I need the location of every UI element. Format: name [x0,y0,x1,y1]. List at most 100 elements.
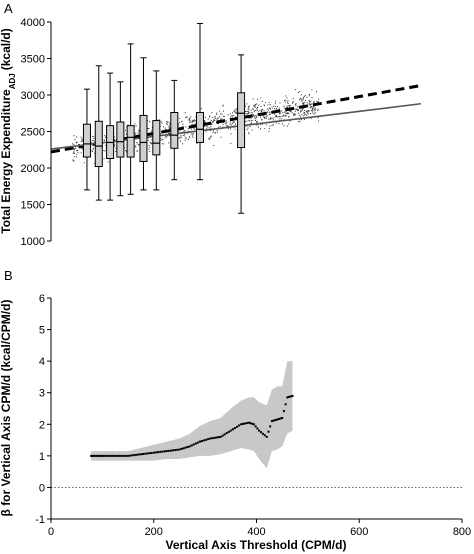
beta-point [109,454,112,457]
scatter-point [219,116,221,118]
scatter-point [304,109,305,111]
scatter-point [180,137,182,139]
scatter-point [217,117,219,119]
scatter-point [72,160,74,162]
scatter-point [312,108,314,110]
beta-point [118,454,121,457]
beta-point [265,435,268,438]
scatter-point [308,110,310,112]
scatter-point [166,121,168,123]
scatter-point [206,128,208,130]
scatter-point [190,128,192,130]
scatter-point [266,108,268,110]
beta-point [196,441,199,444]
scatter-point [168,128,170,130]
scatter-point [297,112,299,114]
scatter-point [303,103,305,105]
scatter-point [209,137,211,139]
scatter-point [75,156,77,158]
scatter-point [298,120,300,122]
scatter-point [295,108,297,110]
scatter-point [309,104,311,106]
beta-point [101,454,104,457]
scatter-point [203,120,205,122]
scatter-point [264,116,266,118]
beta-point [203,439,206,442]
beta-point [146,452,149,455]
box-plot [126,43,135,195]
scatter-point [270,108,271,110]
scatter-point [268,107,270,109]
scatter-point [310,117,312,119]
scatter-point [114,144,115,146]
scatter-point [178,131,180,133]
scatter-point [302,109,303,111]
scatter-point [136,150,138,152]
scatter-point [193,120,194,122]
scatter-point [295,114,297,116]
scatter-point [264,105,266,107]
scatter-point [78,143,79,145]
scatter-point [279,113,281,115]
scatter-point [306,114,308,116]
scatter-point [125,129,126,131]
scatter-point [314,111,316,113]
scatter-point [256,122,257,124]
beta-point [270,420,273,423]
scatter-point [234,128,236,130]
scatter-point [255,103,257,105]
scatter-point [222,105,224,107]
scatter-point [220,136,222,138]
beta-point [205,438,208,441]
scatter-point [292,102,294,104]
beta-point [137,453,140,456]
scatter-point [105,144,107,146]
scatter-point [103,139,105,141]
beta-point [165,450,168,453]
scatter-point [179,118,181,120]
scatter-point [295,110,296,112]
scatter-point [254,115,256,117]
scatter-point [278,112,280,114]
x-axis-title-b: Vertical Axis Threshold (CPM/d) [166,538,347,552]
scatter-point [184,139,186,141]
beta-point [133,454,136,457]
beta-point [263,434,266,437]
scatter-point [316,101,318,102]
scatter-point [255,104,257,106]
scatter-point [169,123,171,125]
scatter-point [287,103,289,104]
scatter-point [256,121,258,122]
scatter-point [213,145,215,147]
beta-point [284,403,287,406]
scatter-point [234,108,236,110]
scatter-point [294,89,296,91]
scatter-point [286,107,288,109]
scatter-point [313,107,315,109]
scatter-point [308,94,310,95]
scatter-point [180,140,181,142]
scatter-point [164,129,166,131]
scatter-point [166,123,168,125]
scatter-point [247,112,249,114]
scatter-point [276,116,278,118]
scatter-point [261,118,263,120]
scatter-point [303,112,305,114]
scatter-point [302,99,304,101]
scatter-point [301,110,303,112]
x-tick-label: 200 [145,526,163,538]
scatter-point [282,115,284,117]
scatter-point [191,119,193,121]
beta-point [163,450,166,453]
beta-point [184,446,187,449]
scatter-point [236,108,238,110]
scatter-point [275,114,277,116]
scatter-point [310,113,311,114]
scatter-point [317,101,319,103]
beta-point [180,447,183,450]
beta-point [236,425,238,428]
scatter-point [233,111,235,113]
beta-point [99,454,102,457]
scatter-point [269,107,271,109]
scatter-point [223,110,224,112]
